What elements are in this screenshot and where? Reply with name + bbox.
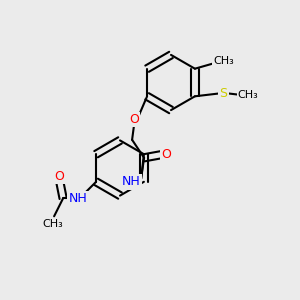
Text: CH₃: CH₃ [238, 90, 258, 100]
Text: NH: NH [122, 175, 141, 188]
Text: CH₃: CH₃ [213, 56, 234, 66]
Text: O: O [129, 113, 139, 126]
Text: O: O [55, 170, 64, 183]
Text: NH: NH [69, 192, 88, 205]
Text: O: O [161, 148, 171, 161]
Text: S: S [219, 87, 227, 100]
Text: CH₃: CH₃ [42, 219, 63, 229]
